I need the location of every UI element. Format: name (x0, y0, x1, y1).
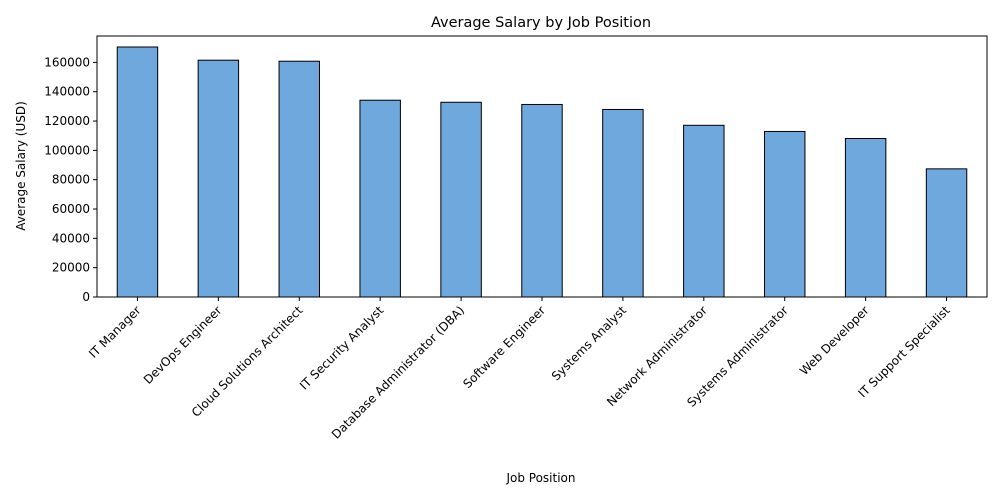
x-tick-label: Web Developer (797, 303, 872, 378)
x-tick-label: Database Administrator (DBA) (329, 303, 467, 441)
y-tick-label: 120000 (44, 114, 90, 128)
bar (925, 168, 968, 298)
bar (278, 60, 320, 298)
y-tick-label: 80000 (52, 173, 90, 187)
x-tick-label: Software Engineer (460, 303, 548, 391)
x-tick-label: DevOps Engineer (141, 303, 225, 387)
bar (764, 130, 806, 298)
bar (602, 108, 644, 298)
bar (521, 103, 563, 298)
y-tick-label: 140000 (44, 85, 90, 99)
y-tick-label: 160000 (44, 55, 90, 69)
y-tick-label: 0 (82, 290, 90, 304)
bar (116, 46, 159, 298)
x-axis-title: Job Position (505, 471, 575, 485)
y-tick-label: 20000 (52, 261, 90, 275)
y-tick-label: 40000 (52, 231, 90, 245)
bar (440, 101, 482, 298)
x-tick-label: IT Security Analyst (297, 303, 387, 393)
bar (844, 137, 887, 298)
y-axis-title: Average Salary (USD) (14, 101, 28, 231)
bar (197, 59, 240, 298)
y-tick-label: 100000 (44, 143, 90, 157)
y-tick-label: 60000 (52, 202, 90, 216)
bar (359, 99, 401, 298)
x-tick-label: IT Manager (86, 303, 144, 361)
x-tick-label: Systems Analyst (549, 303, 629, 383)
chart-title: Average Salary by Job Position (431, 15, 651, 31)
bar (683, 124, 725, 298)
plot-area: 0 20000 40000 60000 80000 100000 120000 140000 1… (44, 46, 968, 442)
plot-frame (96, 35, 988, 298)
x-tick-label: IT Support Specialist (855, 303, 952, 400)
